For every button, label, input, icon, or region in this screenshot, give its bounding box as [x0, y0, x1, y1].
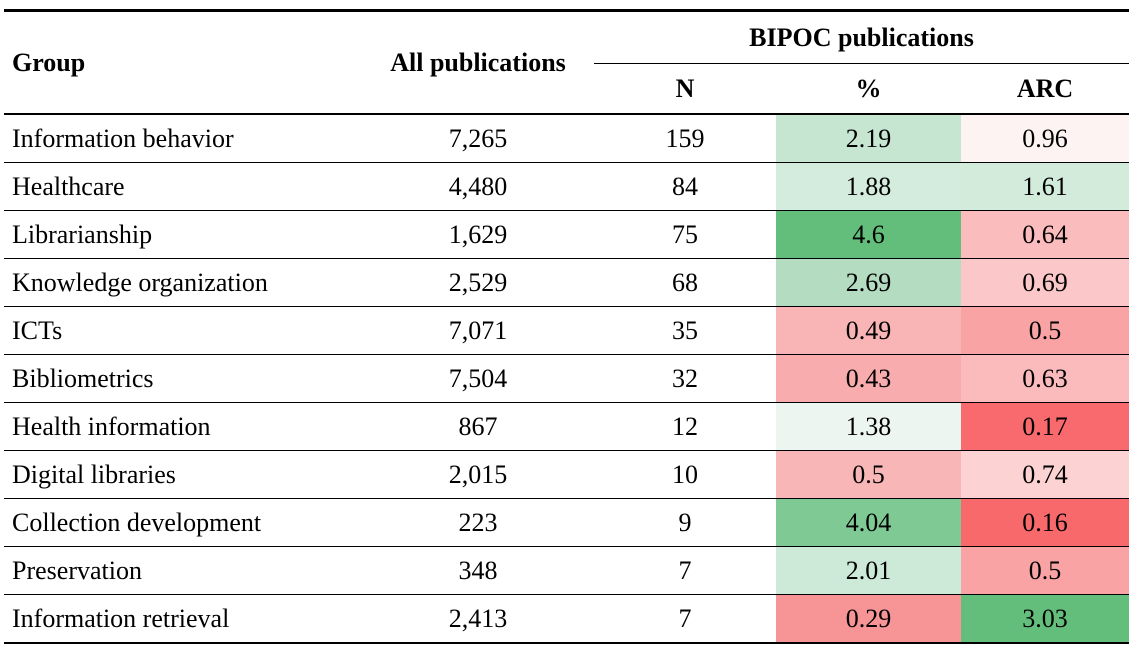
table-row: Collection development 223 9 4.04 0.16 [4, 498, 1129, 547]
cell-all-publications: 7,504 [362, 354, 594, 403]
cell-all-publications: 223 [362, 498, 594, 547]
cell-group: Knowledge organization [4, 258, 362, 307]
cell-arc: 0.5 [961, 306, 1129, 355]
header-percent: % [776, 63, 961, 115]
table-row: Knowledge organization 2,529 68 2.69 0.69 [4, 258, 1129, 307]
table-row: ICTs 7,071 35 0.49 0.5 [4, 306, 1129, 355]
cell-arc: 0.74 [961, 450, 1129, 499]
cell-percent: 4.04 [776, 498, 961, 547]
cell-arc: 0.64 [961, 210, 1129, 259]
cell-percent: 2.01 [776, 546, 961, 595]
table-row: Information retrieval 2,413 7 0.29 3.03 [4, 594, 1129, 644]
cell-group: Information retrieval [4, 594, 362, 644]
cell-group: Information behavior [4, 114, 362, 163]
cell-all-publications: 7,265 [362, 114, 594, 163]
cell-group: Librarianship [4, 210, 362, 259]
cell-group: ICTs [4, 306, 362, 355]
cell-arc: 0.96 [961, 114, 1129, 163]
cell-all-publications: 2,413 [362, 594, 594, 644]
header-bipoc-publications: BIPOC publications [594, 9, 1129, 64]
header-arc: ARC [961, 63, 1129, 115]
cell-percent: 2.69 [776, 258, 961, 307]
cell-group: Collection development [4, 498, 362, 547]
cell-arc: 0.63 [961, 354, 1129, 403]
cell-n: 159 [594, 114, 776, 163]
cell-all-publications: 2,015 [362, 450, 594, 499]
cell-percent: 2.19 [776, 114, 961, 163]
table-row: Bibliometrics 7,504 32 0.43 0.63 [4, 354, 1129, 403]
header-n: N [594, 63, 776, 115]
cell-all-publications: 4,480 [362, 162, 594, 211]
cell-n: 32 [594, 354, 776, 403]
cell-percent: 4.6 [776, 210, 961, 259]
cell-group: Digital libraries [4, 450, 362, 499]
cell-arc: 3.03 [961, 594, 1129, 644]
cell-percent: 0.29 [776, 594, 961, 644]
cell-arc: 0.69 [961, 258, 1129, 307]
cell-all-publications: 348 [362, 546, 594, 595]
cell-percent: 0.5 [776, 450, 961, 499]
table-row: Health information 867 12 1.38 0.17 [4, 402, 1129, 451]
cell-all-publications: 2,529 [362, 258, 594, 307]
table-row: Healthcare 4,480 84 1.88 1.61 [4, 162, 1129, 211]
cell-percent: 1.88 [776, 162, 961, 211]
cell-n: 12 [594, 402, 776, 451]
cell-group: Healthcare [4, 162, 362, 211]
cell-n: 10 [594, 450, 776, 499]
table-row: Preservation 348 7 2.01 0.5 [4, 546, 1129, 595]
cell-percent: 0.49 [776, 306, 961, 355]
table-body: Information behavior 7,265 159 2.19 0.96 Heal… [4, 114, 1129, 644]
cell-n: 75 [594, 210, 776, 259]
header-row-top: Group All publications BIPOC publication… [4, 9, 1129, 115]
cell-group: Preservation [4, 546, 362, 595]
cell-arc: 0.17 [961, 402, 1129, 451]
cell-n: 7 [594, 594, 776, 644]
table-row: Information behavior 7,265 159 2.19 0.96 [4, 114, 1129, 163]
cell-group: Health information [4, 402, 362, 451]
table-row: Librarianship 1,629 75 4.6 0.64 [4, 210, 1129, 259]
cell-all-publications: 7,071 [362, 306, 594, 355]
header-row-sub: N % ARC [4, 63, 1129, 115]
cell-percent: 0.43 [776, 354, 961, 403]
cell-group: Bibliometrics [4, 354, 362, 403]
cell-all-publications: 1,629 [362, 210, 594, 259]
cell-arc: 0.5 [961, 546, 1129, 595]
header-group: Group [4, 9, 362, 115]
cell-n: 84 [594, 162, 776, 211]
cell-all-publications: 867 [362, 402, 594, 451]
cell-n: 9 [594, 498, 776, 547]
cell-n: 68 [594, 258, 776, 307]
table-row: Digital libraries 2,015 10 0.5 0.74 [4, 450, 1129, 499]
header-all-publications: All publications [362, 9, 594, 115]
cell-percent: 1.38 [776, 402, 961, 451]
cell-arc: 0.16 [961, 498, 1129, 547]
bipoc-publications-table: Group All publications BIPOC publication… [4, 9, 1129, 644]
cell-n: 35 [594, 306, 776, 355]
cell-n: 7 [594, 546, 776, 595]
cell-arc: 1.61 [961, 162, 1129, 211]
